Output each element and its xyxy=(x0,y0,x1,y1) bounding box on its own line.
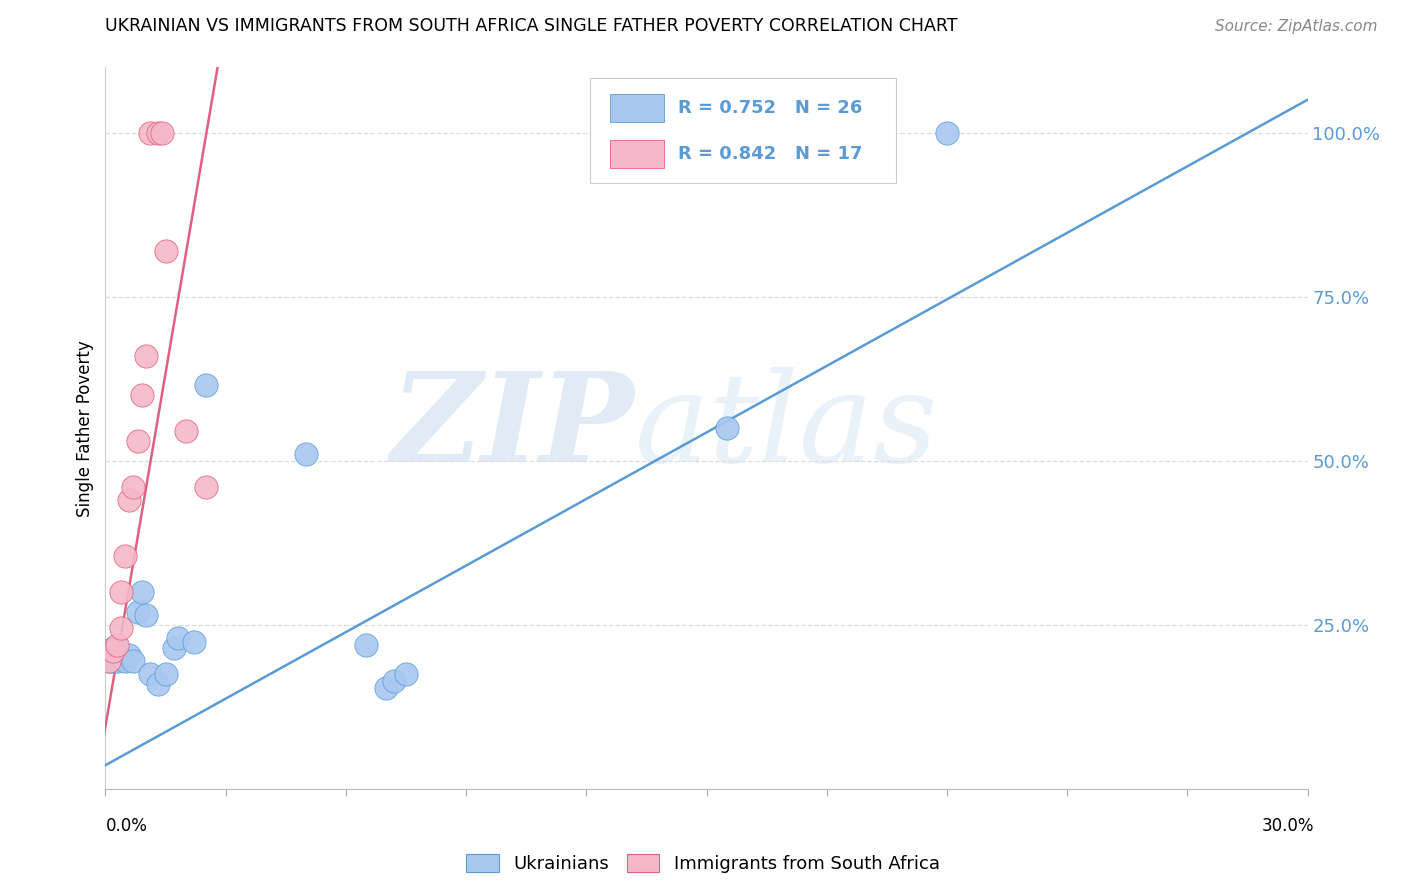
Point xyxy=(295,447,318,461)
FancyBboxPatch shape xyxy=(591,78,897,183)
Point xyxy=(194,378,217,392)
Text: 30.0%: 30.0% xyxy=(1263,817,1315,835)
Point xyxy=(382,674,405,689)
FancyBboxPatch shape xyxy=(610,140,665,168)
Point xyxy=(354,638,377,652)
Point xyxy=(146,677,169,691)
Point xyxy=(114,549,136,564)
Point xyxy=(122,654,145,668)
Point xyxy=(194,480,217,494)
Legend: Ukrainians, Immigrants from South Africa: Ukrainians, Immigrants from South Africa xyxy=(461,848,945,879)
Point xyxy=(135,608,157,623)
Point xyxy=(174,425,197,439)
Point xyxy=(936,126,959,140)
Point xyxy=(98,654,121,668)
Point xyxy=(155,244,177,258)
Point xyxy=(107,638,129,652)
Point xyxy=(716,421,738,435)
Text: atlas: atlas xyxy=(634,368,938,489)
Text: R = 0.842   N = 17: R = 0.842 N = 17 xyxy=(678,145,862,162)
Point xyxy=(107,654,129,668)
Text: UKRAINIAN VS IMMIGRANTS FROM SOUTH AFRICA SINGLE FATHER POVERTY CORRELATION CHAR: UKRAINIAN VS IMMIGRANTS FROM SOUTH AFRIC… xyxy=(105,17,957,35)
Point xyxy=(114,654,136,668)
Point xyxy=(110,651,132,665)
Point xyxy=(118,648,141,662)
Point xyxy=(835,126,858,140)
Point xyxy=(127,434,149,449)
Point xyxy=(127,605,149,619)
Text: R = 0.752   N = 26: R = 0.752 N = 26 xyxy=(678,99,862,117)
Point xyxy=(107,641,129,656)
Text: 0.0%: 0.0% xyxy=(105,817,148,835)
Point xyxy=(98,654,121,668)
Point xyxy=(135,349,157,363)
Point xyxy=(395,667,418,681)
Point xyxy=(103,641,125,656)
Point xyxy=(155,667,177,681)
FancyBboxPatch shape xyxy=(610,95,665,121)
Point xyxy=(110,622,132,636)
Point xyxy=(138,667,160,681)
Y-axis label: Single Father Poverty: Single Father Poverty xyxy=(76,340,94,516)
Point xyxy=(150,126,173,140)
Point xyxy=(98,648,121,662)
Point xyxy=(122,480,145,494)
Point xyxy=(146,126,169,140)
Point xyxy=(131,585,153,599)
Point xyxy=(374,681,398,695)
Point xyxy=(183,634,205,648)
Point xyxy=(110,585,132,599)
Text: Source: ZipAtlas.com: Source: ZipAtlas.com xyxy=(1215,20,1378,34)
Point xyxy=(103,654,125,668)
Point xyxy=(166,632,188,646)
Text: ZIP: ZIP xyxy=(391,368,634,489)
Point xyxy=(118,493,141,508)
Point xyxy=(131,388,153,402)
Point xyxy=(162,641,184,656)
Point xyxy=(103,644,125,658)
Point xyxy=(138,126,160,140)
